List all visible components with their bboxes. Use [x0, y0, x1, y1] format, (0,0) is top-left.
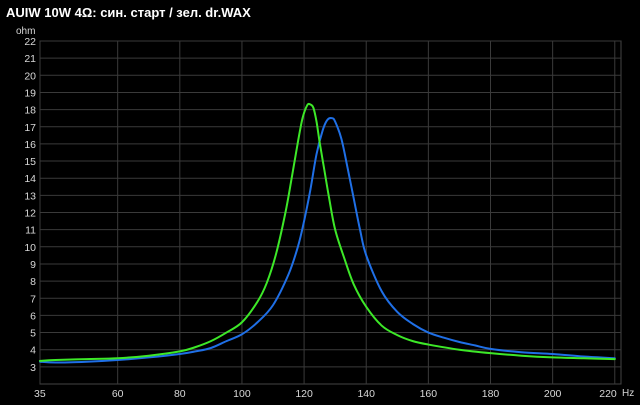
y-tick-label: 17 [24, 122, 36, 134]
y-tick-label: 20 [24, 70, 36, 82]
y-tick-label: 6 [30, 310, 36, 322]
x-tick-label: 60 [112, 388, 124, 400]
y-tick-label: 4 [30, 345, 36, 357]
x-tick-label: 35 [34, 388, 46, 400]
series-line-blue [39, 117, 616, 364]
grid [39, 40, 622, 385]
y-tick-label: 16 [24, 139, 36, 151]
y-tick-label: 13 [24, 190, 36, 202]
y-tick-label: 11 [25, 225, 36, 237]
x-tick-label: 80 [174, 388, 186, 400]
x-tick-label: 120 [295, 388, 313, 400]
y-tick-label: 14 [24, 173, 36, 185]
chart-title: AUIW 10W 4Ω: син. старт / зел. dr.WAX [6, 5, 251, 20]
y-tick-label: 12 [24, 208, 36, 220]
x-tick-label: 160 [420, 388, 438, 400]
y-axis-ticks: 3 4 5 6 7 8 9 10 11 12 13 14 15 16 17 18 19 20 21 22 [24, 36, 36, 374]
y-tick-label: 22 [24, 36, 36, 48]
x-axis-ticks: 35 60 80 100 120 140 160 180 200 220 [34, 388, 617, 400]
y-tick-label: 19 [24, 87, 36, 99]
y-tick-label: 21 [24, 53, 36, 65]
x-tick-label: 140 [357, 388, 375, 400]
y-tick-label: 8 [30, 276, 36, 288]
x-axis-unit: Hz [622, 388, 634, 399]
y-tick-label: 18 [24, 105, 36, 117]
series [39, 102, 616, 364]
x-tick-label: 220 [599, 388, 617, 400]
y-tick-label: 3 [30, 362, 36, 374]
y-tick-label: 10 [24, 242, 36, 254]
x-tick-label: 100 [233, 388, 251, 400]
y-tick-label: 5 [30, 328, 36, 340]
y-tick-label: 15 [24, 156, 36, 168]
x-tick-label: 200 [544, 388, 562, 400]
series-line-green [39, 102, 616, 362]
y-tick-label: 9 [30, 259, 36, 271]
y-tick-label: 7 [30, 293, 36, 305]
x-tick-label: 180 [482, 388, 500, 400]
y-axis-unit: ohm [16, 26, 35, 37]
